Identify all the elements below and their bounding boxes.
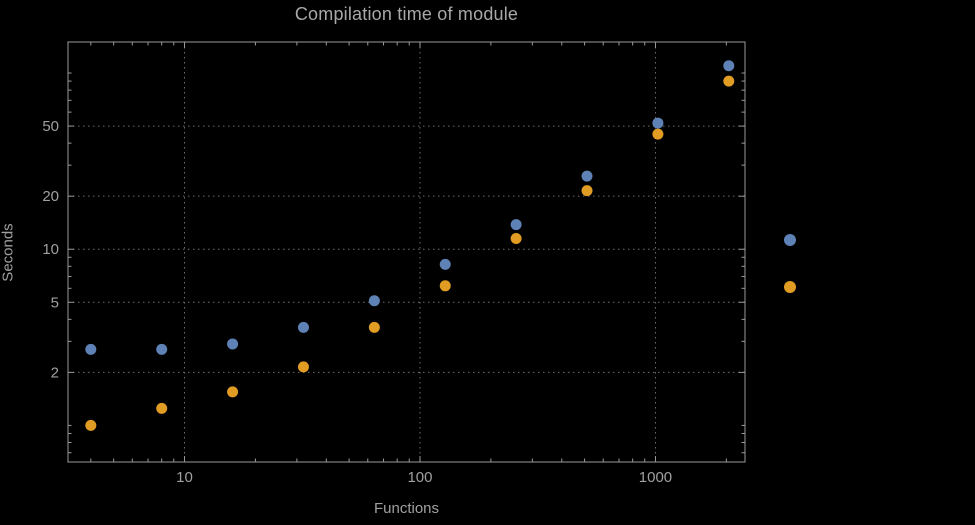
data-point-series-2: [723, 75, 735, 87]
legend-marker-series-1: [784, 234, 796, 246]
data-point-series-1: [156, 343, 168, 355]
data-point-series-1: [297, 321, 309, 333]
data-point-series-2: [510, 233, 522, 245]
y-tick-label: 5: [51, 294, 59, 311]
x-tick-label: 10: [176, 469, 193, 486]
chart-title: Compilation time of module: [294, 4, 519, 24]
y-axis-label: Seconds: [0, 223, 17, 282]
data-point-series-2: [581, 185, 593, 197]
data-point-series-1: [439, 258, 451, 270]
legend-marker-series-2: [784, 281, 796, 293]
y-tick-label: 50: [42, 118, 59, 135]
y-tick-label: 10: [42, 241, 59, 258]
data-point-series-1: [227, 338, 239, 350]
data-point-series-1: [368, 295, 380, 307]
data-point-series-1: [723, 60, 735, 72]
data-point-series-1: [510, 219, 522, 231]
plot-frame: [67, 41, 746, 463]
data-point-series-1: [581, 170, 593, 182]
data-point-series-2: [156, 402, 168, 414]
data-point-series-1: [85, 343, 97, 355]
data-point-series-2: [439, 280, 451, 292]
data-point-series-2: [368, 321, 380, 333]
data-point-series-2: [85, 419, 97, 431]
data-point-series-2: [227, 386, 239, 398]
data-point-series-2: [652, 128, 664, 140]
data-point-series-2: [297, 361, 309, 373]
x-tick-label: 1000: [639, 469, 672, 486]
x-axis-label: Functions: [373, 500, 440, 517]
y-tick-label: 2: [51, 364, 59, 381]
x-tick-label: 100: [407, 469, 432, 486]
y-tick-label: 20: [42, 188, 59, 205]
data-point-series-1: [652, 117, 664, 129]
